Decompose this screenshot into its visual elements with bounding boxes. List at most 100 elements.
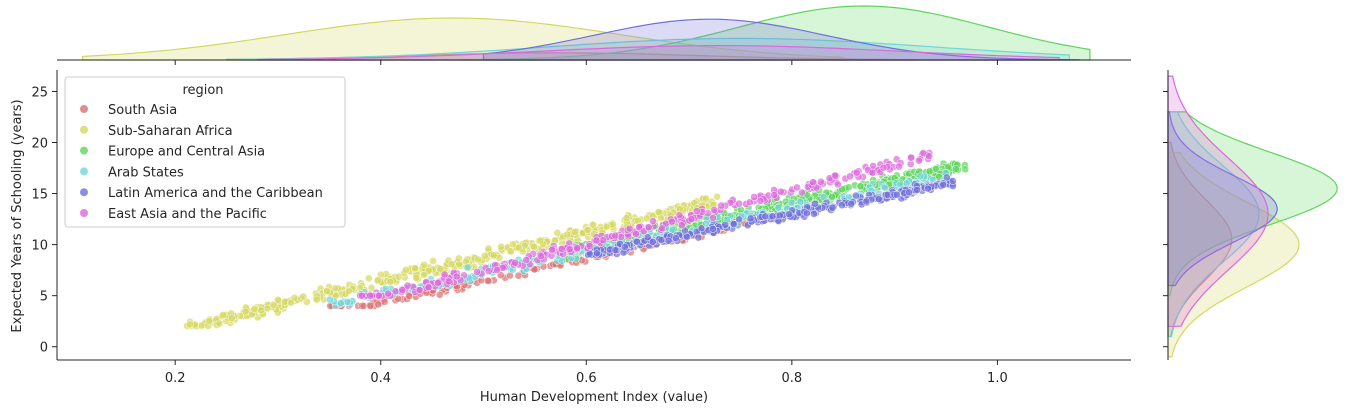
scatter-point <box>593 249 601 258</box>
scatter-point <box>436 265 445 273</box>
scatter-point <box>713 192 721 201</box>
scatter-point <box>768 212 777 221</box>
scatter-point <box>227 314 236 322</box>
scatter-point <box>602 223 611 231</box>
scatter-point <box>548 246 556 254</box>
scatter-point <box>215 319 224 328</box>
scatter-point <box>611 246 620 255</box>
scatter-point <box>846 172 854 181</box>
scatter-point <box>856 182 865 191</box>
y-tick-label: 20 <box>31 137 48 152</box>
x-axis-label: Human Development Index (value) <box>480 390 708 405</box>
scatter-point <box>633 237 641 246</box>
scatter-point <box>366 291 375 300</box>
scatter-point <box>398 286 407 294</box>
scatter-point <box>620 243 629 251</box>
scatter-point <box>709 225 717 233</box>
scatter-point <box>746 214 755 223</box>
scatter-point <box>489 251 498 260</box>
scatter-point <box>435 290 444 299</box>
scatter-points <box>183 149 970 331</box>
scatter-point <box>402 266 410 274</box>
legend-marker <box>80 167 88 176</box>
scatter-point <box>537 252 545 261</box>
scatter-point <box>750 193 758 201</box>
scatter-point <box>299 292 308 301</box>
scatter-point <box>798 188 806 197</box>
scatter-point <box>668 217 676 226</box>
scatter-point <box>599 236 608 245</box>
scatter-point <box>415 286 424 294</box>
scatter-point <box>359 302 368 310</box>
scatter-point <box>730 220 738 228</box>
scatter-point <box>776 187 785 196</box>
scatter-point <box>875 195 883 203</box>
y-tick-label: 10 <box>31 239 48 254</box>
top-marginal-kde <box>82 5 1091 61</box>
scatter-point <box>817 177 825 186</box>
scatter-point <box>530 242 539 251</box>
scatter-point <box>323 287 331 295</box>
scatter-point <box>358 291 366 300</box>
scatter-point <box>573 244 581 252</box>
right-kde-curve <box>1167 111 1338 297</box>
legend-label: South Asia <box>108 103 177 118</box>
scatter-point <box>493 266 501 274</box>
scatter-point <box>366 301 375 310</box>
scatter-point <box>241 307 250 316</box>
scatter-point <box>440 270 449 279</box>
scatter-point <box>809 178 817 187</box>
scatter-point <box>862 197 871 206</box>
legend-label: Latin America and the Caribbean <box>108 186 323 201</box>
scatter-point <box>694 233 703 242</box>
scatter-point <box>683 233 691 241</box>
scatter-point <box>186 320 194 329</box>
scatter-point <box>611 231 620 240</box>
right-kde-curve <box>1167 111 1278 287</box>
x-tick-label: 0.2 <box>165 371 186 386</box>
scatter-point <box>405 292 414 300</box>
scatter-point <box>622 214 631 222</box>
scatter-point <box>497 242 505 251</box>
y-axis-label: Expected Years of Schooling (years) <box>10 99 25 332</box>
scatter-point <box>447 260 456 269</box>
legend-marker <box>80 125 88 134</box>
legend-marker <box>80 105 88 113</box>
scatter-point <box>948 177 957 185</box>
scatter-point <box>565 245 574 254</box>
scatter-point <box>892 190 901 199</box>
scatter-point <box>343 298 352 306</box>
legend-label: Europe and Central Asia <box>108 145 265 160</box>
scatter-point <box>831 171 839 180</box>
scatter-point <box>429 257 437 265</box>
legend-box <box>64 76 346 228</box>
scatter-point <box>710 206 718 214</box>
scatter-point <box>219 311 228 319</box>
scatter-point <box>424 283 433 292</box>
scatter-point <box>384 289 392 298</box>
scatter-point <box>508 240 517 249</box>
scatter-point <box>868 168 877 177</box>
scatter-point <box>961 165 970 174</box>
scatter-point <box>834 180 842 189</box>
scatter-point <box>274 295 282 304</box>
scatter-point <box>420 270 428 279</box>
scatter-point <box>658 224 667 233</box>
scatter-point <box>444 277 453 286</box>
scatter-point <box>506 247 515 256</box>
scatter-point <box>374 276 382 285</box>
scatter-point <box>915 156 923 165</box>
scatter-point <box>913 185 921 194</box>
scatter-point <box>675 211 684 220</box>
scatter-point <box>287 298 295 307</box>
scatter-point <box>588 220 597 229</box>
scatter-point <box>654 208 663 216</box>
scatter-point <box>394 272 403 281</box>
scatter-point <box>793 183 801 192</box>
legend-label: Sub-Saharan Africa <box>108 124 233 139</box>
scatter-point <box>403 281 412 290</box>
scatter-point <box>557 245 566 253</box>
scatter-point <box>592 236 601 245</box>
scatter-point <box>803 209 811 218</box>
